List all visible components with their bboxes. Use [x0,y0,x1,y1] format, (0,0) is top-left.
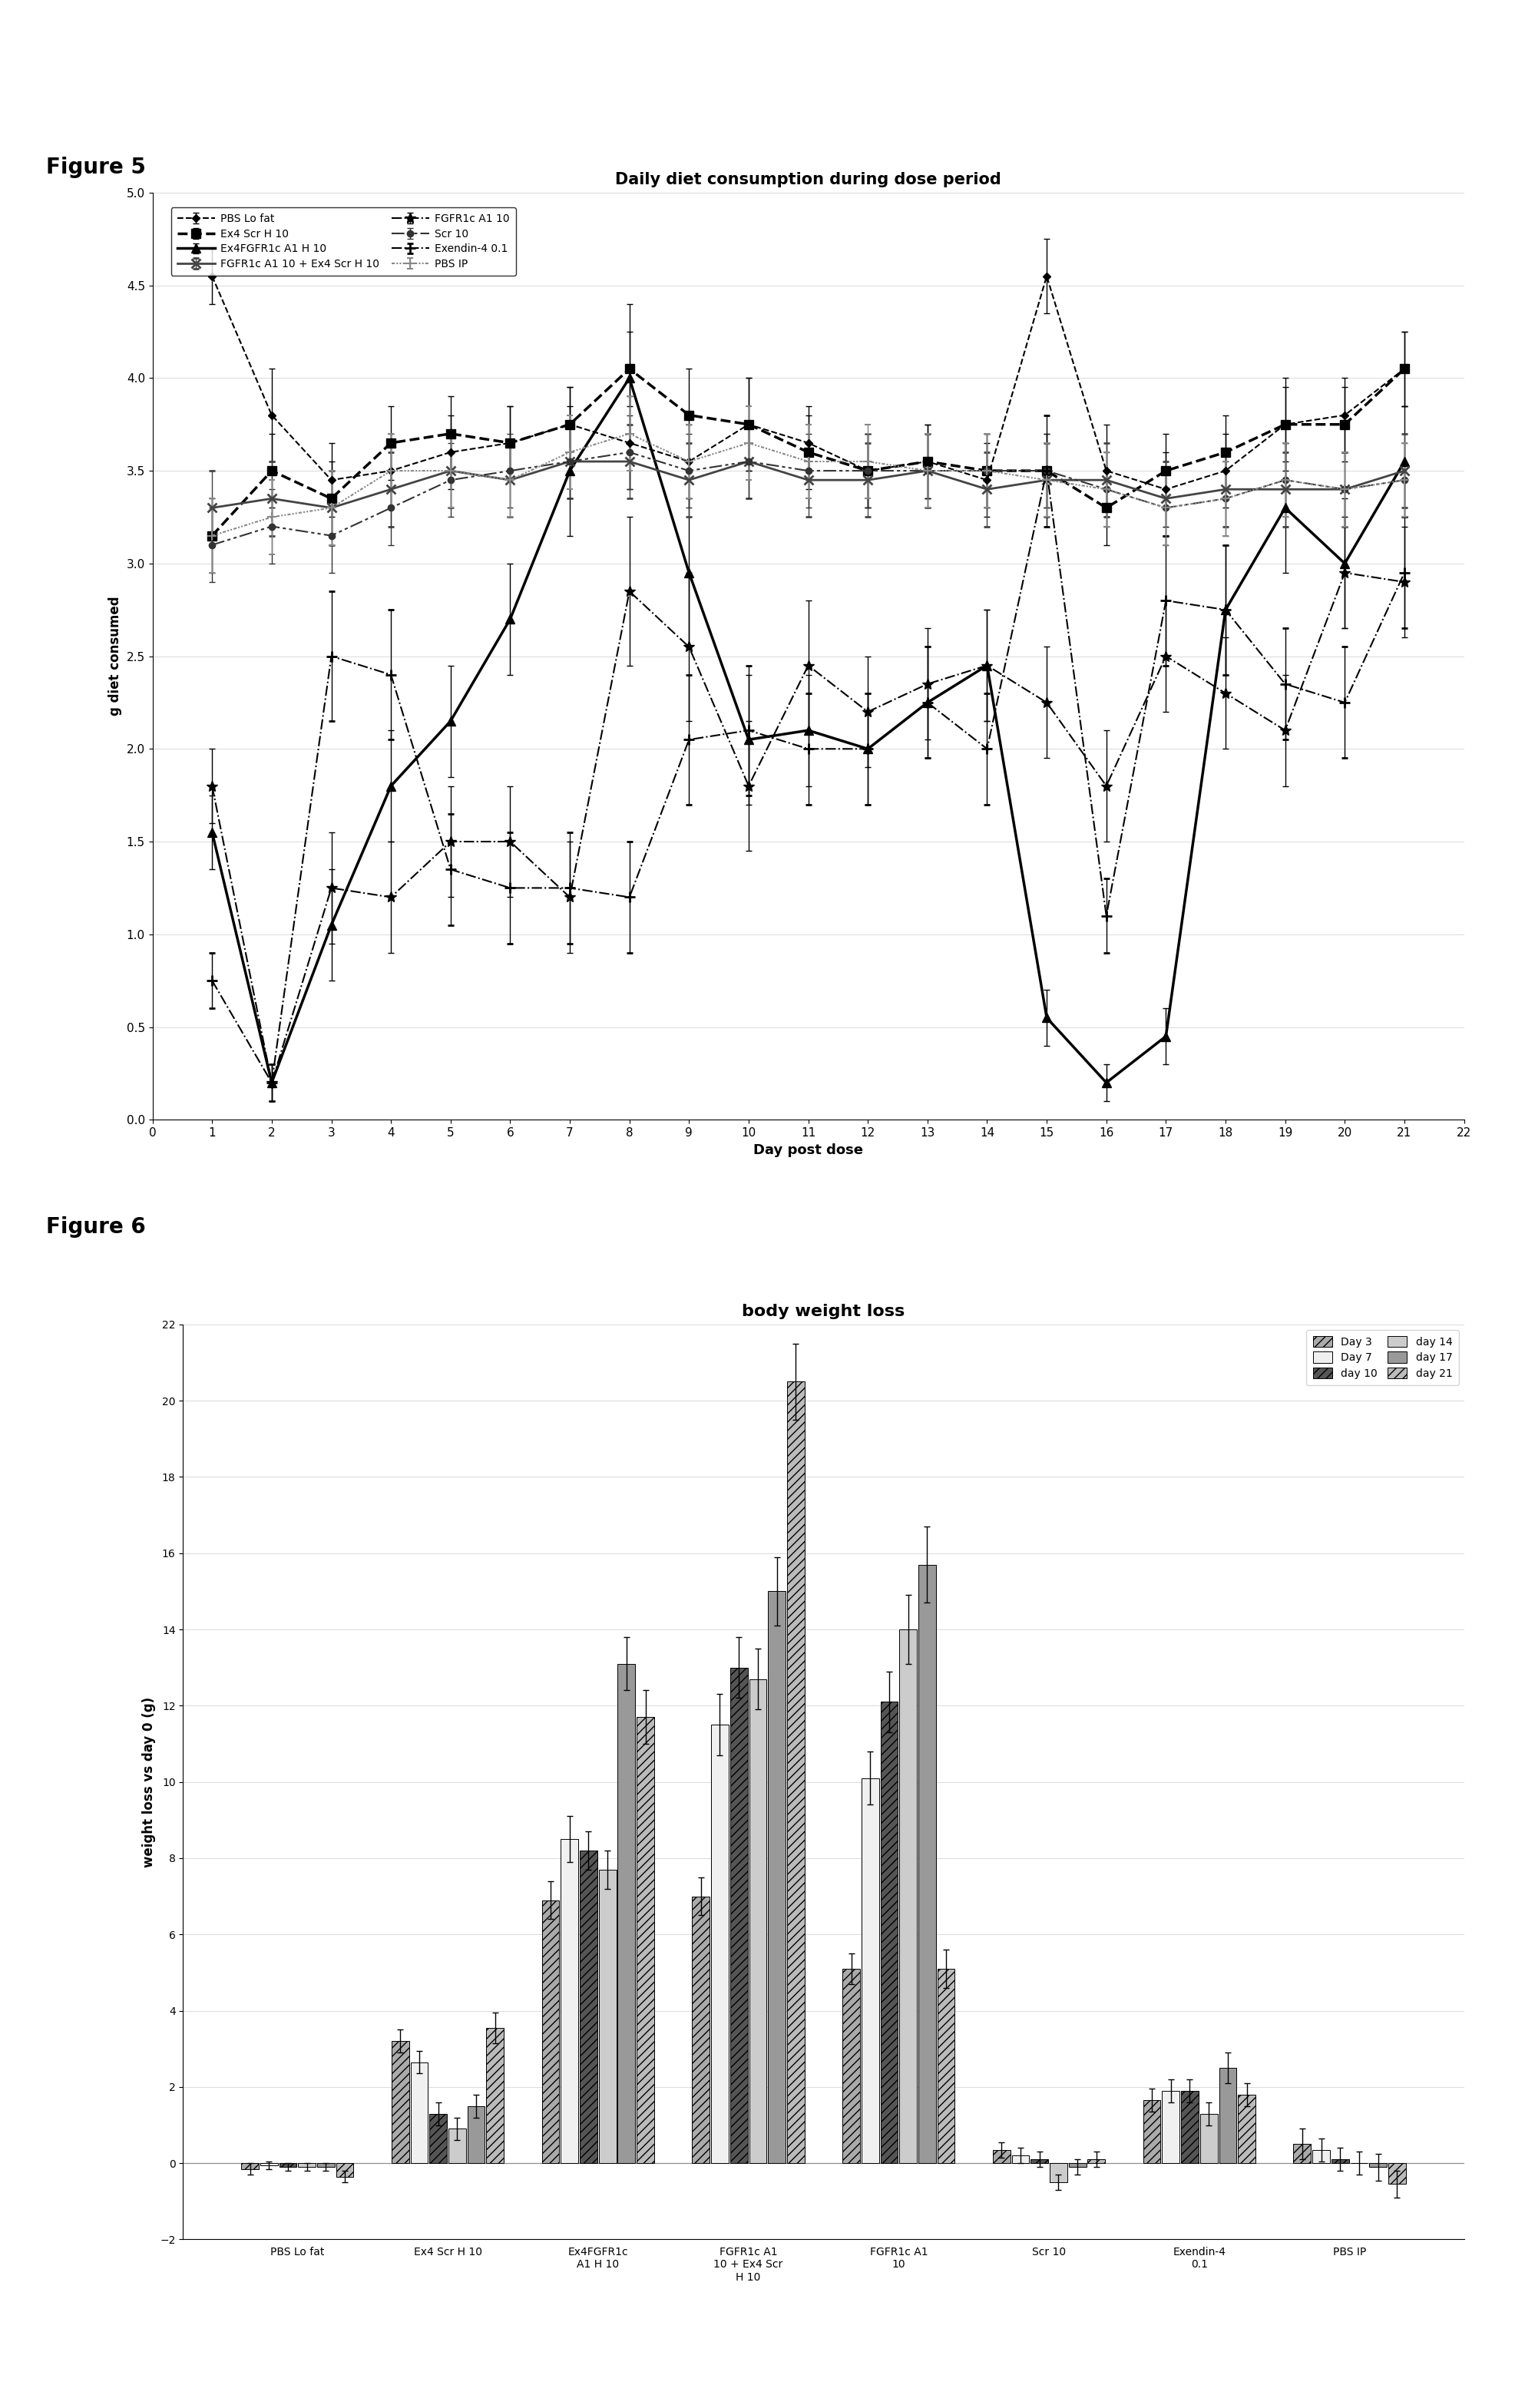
Bar [1313,2150,1330,2162]
Bar [1031,2160,1048,2162]
Bar [918,1565,936,2162]
Bar [880,1702,898,2162]
Y-axis label: weight loss vs day 0 (g): weight loss vs day 0 (g) [142,1698,156,1866]
Bar [279,2162,297,2167]
Bar [730,1666,747,2162]
Bar [299,2162,316,2167]
Bar [1293,2143,1312,2162]
Bar [486,2028,503,2162]
Bar [1087,2160,1106,2162]
Bar [1238,2095,1255,2162]
Bar [1180,2090,1199,2162]
Bar [599,1869,616,2162]
Bar [580,1849,598,2162]
Bar [938,1970,955,2162]
Bar [1331,2160,1348,2162]
Bar [392,2042,409,2162]
Legend: PBS Lo fat, Ex4 Scr H 10, Ex4FGFR1c A1 H 10, FGFR1c A1 10 + Ex4 Scr H 10, FGFR1c: PBS Lo fat, Ex4 Scr H 10, Ex4FGFR1c A1 H… [171,207,515,277]
Legend: Day 3, Day 7, day 10, day 14, day 17, day 21: Day 3, Day 7, day 10, day 14, day 17, da… [1307,1329,1459,1385]
Bar [410,2061,429,2162]
Title: body weight loss: body weight loss [743,1303,904,1320]
Bar [1049,2162,1068,2182]
Y-axis label: g diet consumed: g diet consumed [108,597,122,715]
Bar [1144,2100,1161,2162]
Title: Daily diet consumption during dose period: Daily diet consumption during dose perio… [615,171,1002,188]
Text: Figure 6: Figure 6 [46,1216,145,1238]
Bar [842,1970,860,2162]
Bar [1069,2162,1086,2167]
Bar [1162,2090,1179,2162]
Bar [468,2107,485,2162]
Bar [900,1630,917,2162]
Bar [541,1900,560,2162]
Bar [336,2162,354,2177]
Bar [711,1724,729,2162]
Bar [561,1840,578,2162]
Text: Figure 5: Figure 5 [46,157,145,178]
Bar [448,2129,467,2162]
Bar [241,2162,259,2170]
Bar [993,2150,1010,2162]
Bar [862,1777,878,2162]
Bar [430,2114,447,2162]
Bar [1011,2155,1029,2162]
Bar [1369,2162,1386,2167]
Bar [769,1592,785,2162]
Bar [637,1717,654,2162]
Bar [1218,2068,1237,2162]
X-axis label: Day post dose: Day post dose [753,1144,863,1156]
Bar [317,2162,334,2167]
Bar [692,1898,709,2162]
Bar [1388,2162,1406,2184]
Bar [618,1664,636,2162]
Bar [787,1382,805,2162]
Bar [749,1678,767,2162]
Bar [1200,2114,1217,2162]
